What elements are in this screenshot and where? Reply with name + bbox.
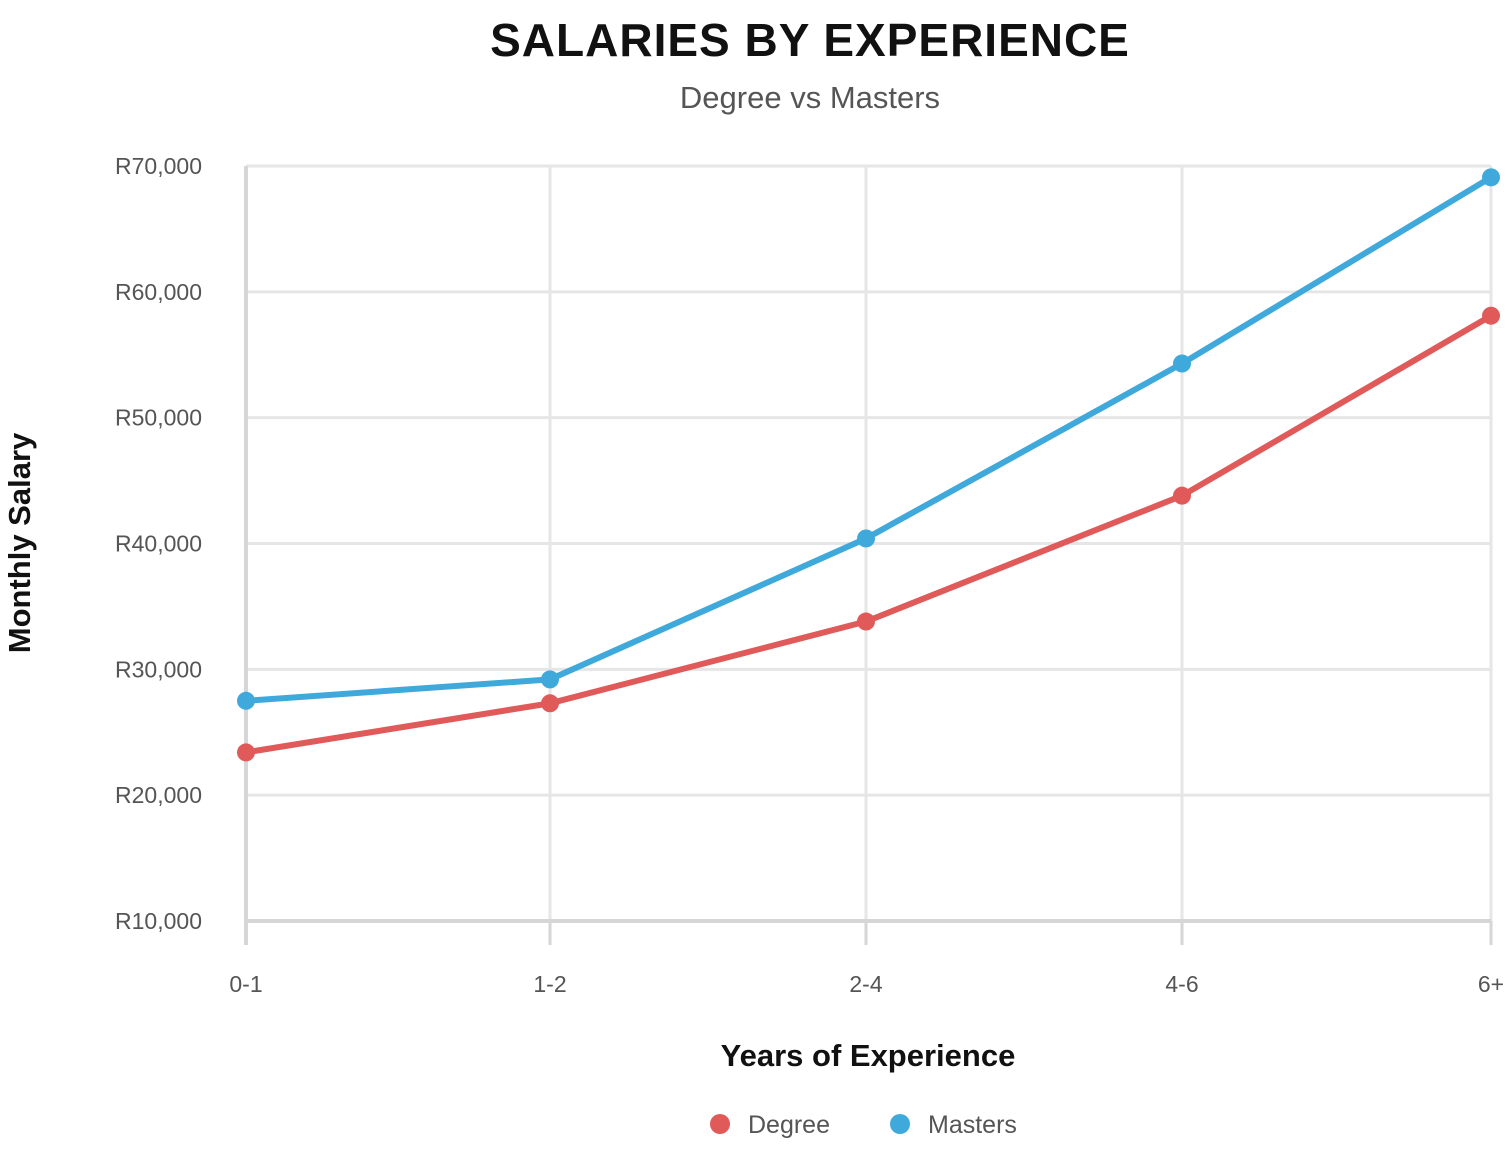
legend-item-degree[interactable]: Degree xyxy=(710,1111,830,1139)
legend-marker xyxy=(710,1114,730,1134)
y-tick-label: R60,000 xyxy=(115,279,202,305)
y-tick-label: R40,000 xyxy=(115,531,202,557)
data-point-degree[interactable] xyxy=(1173,486,1191,505)
x-axis-label: Years of Experience xyxy=(721,1038,1016,1073)
y-tick-label: R30,000 xyxy=(115,656,202,682)
y-tick-label: R50,000 xyxy=(115,405,202,431)
chart-subtitle: Degree vs Masters xyxy=(680,80,940,115)
data-point-masters[interactable] xyxy=(541,670,559,689)
series-lines xyxy=(237,168,1500,762)
x-tick-label: 2-4 xyxy=(849,971,882,997)
y-tick-label: R70,000 xyxy=(115,153,202,179)
data-point-masters[interactable] xyxy=(1173,354,1191,373)
x-tick-label: 1-2 xyxy=(533,971,566,997)
y-tick-label: R20,000 xyxy=(115,782,202,808)
y-tick-label: R10,000 xyxy=(115,908,202,934)
legend-marker xyxy=(890,1114,910,1134)
data-point-degree[interactable] xyxy=(237,743,255,762)
x-tick-label: 0-1 xyxy=(229,971,262,997)
series-degree xyxy=(237,306,1500,762)
axes xyxy=(244,164,1493,945)
series-masters xyxy=(237,168,1500,710)
x-axis-ticks: 0-1 1-2 2-4 4-6 6+ xyxy=(229,971,1504,997)
data-point-degree[interactable] xyxy=(1482,306,1500,325)
x-tick-label: 6+ xyxy=(1478,971,1504,997)
data-point-degree[interactable] xyxy=(857,612,875,631)
legend-item-masters[interactable]: Masters xyxy=(890,1111,1017,1139)
data-point-masters[interactable] xyxy=(237,691,255,710)
data-point-masters[interactable] xyxy=(1482,168,1500,187)
legend-label: Masters xyxy=(928,1111,1017,1139)
y-axis-ticks: R10,000 R20,000 R30,000 R40,000 R50,000 R60,0… xyxy=(115,153,202,934)
data-point-degree[interactable] xyxy=(541,694,559,713)
data-point-masters[interactable] xyxy=(857,529,875,548)
y-axis-label: Monthly Salary xyxy=(2,432,37,653)
chart-title: SALARIES BY EXPERIENCE xyxy=(490,14,1130,66)
x-tick-label: 4-6 xyxy=(1165,971,1198,997)
legend-label: Degree xyxy=(748,1111,830,1139)
legend: Degree Masters xyxy=(710,1111,1017,1139)
